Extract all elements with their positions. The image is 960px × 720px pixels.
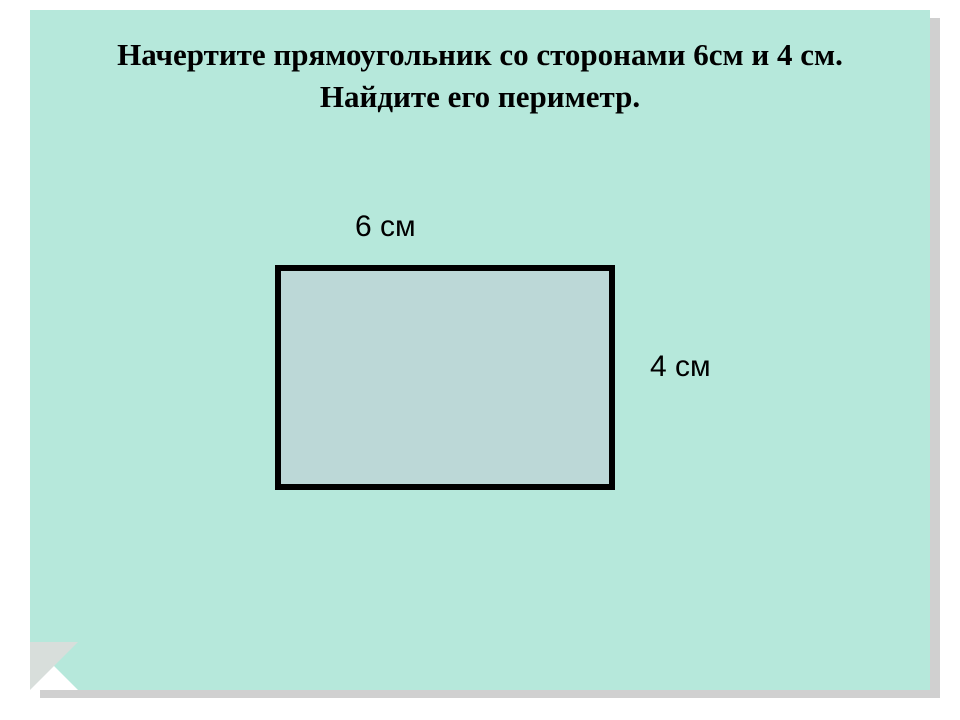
height-label: 4 см: [650, 350, 711, 384]
page-curl-icon: [30, 642, 78, 690]
task-title: Начертите прямоугольник со сторонами 6см…: [30, 34, 930, 118]
width-label: 6 см: [355, 210, 416, 244]
rectangle-figure: [275, 265, 615, 490]
slide: Начертите прямоугольник со сторонами 6см…: [30, 10, 930, 690]
